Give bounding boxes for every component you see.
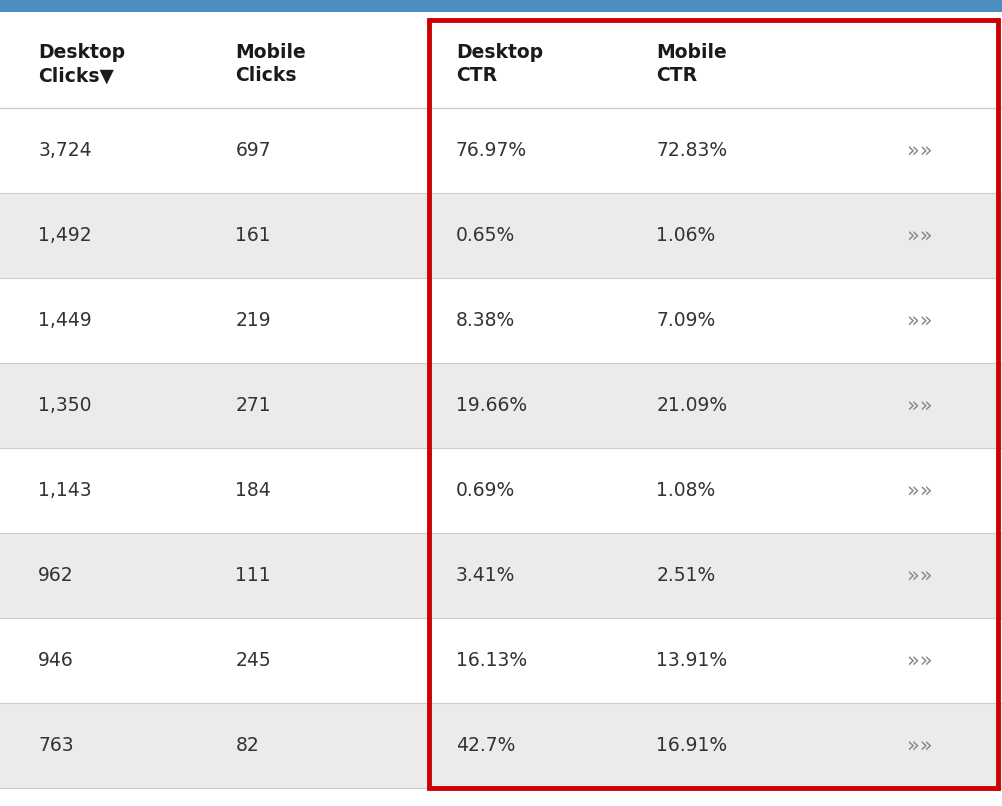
Text: 763: 763 <box>38 736 74 755</box>
Bar <box>0 363 1002 448</box>
Text: »»: »» <box>907 226 932 246</box>
Text: 0.69%: 0.69% <box>456 481 515 500</box>
Text: 962: 962 <box>38 566 74 585</box>
Text: 13.91%: 13.91% <box>656 651 727 670</box>
Text: 76.97%: 76.97% <box>456 141 527 160</box>
Text: 245: 245 <box>235 651 272 670</box>
Bar <box>0 533 1002 618</box>
Bar <box>0 703 1002 788</box>
Text: 271: 271 <box>235 396 272 415</box>
Text: »»: »» <box>907 650 932 671</box>
Text: 3.41%: 3.41% <box>456 566 515 585</box>
Bar <box>0 448 1002 533</box>
Text: 7.09%: 7.09% <box>656 311 715 330</box>
Bar <box>0 618 1002 703</box>
Text: 161: 161 <box>235 226 272 245</box>
Text: 16.13%: 16.13% <box>456 651 527 670</box>
Text: »»: »» <box>907 480 932 501</box>
Text: 1,143: 1,143 <box>38 481 92 500</box>
Text: 1,449: 1,449 <box>38 311 92 330</box>
Text: 1.06%: 1.06% <box>656 226 715 245</box>
Text: Mobile
Clicks: Mobile Clicks <box>235 43 307 85</box>
Text: »»: »» <box>907 310 932 330</box>
Text: 0.65%: 0.65% <box>456 226 515 245</box>
Text: »»: »» <box>907 566 932 585</box>
Text: 1,350: 1,350 <box>38 396 91 415</box>
Text: Mobile
CTR: Mobile CTR <box>656 43 727 85</box>
Text: 42.7%: 42.7% <box>456 736 515 755</box>
Text: 16.91%: 16.91% <box>656 736 727 755</box>
Text: Desktop
Clicks▼: Desktop Clicks▼ <box>38 43 125 85</box>
Text: 1.08%: 1.08% <box>656 481 715 500</box>
Text: 72.83%: 72.83% <box>656 141 727 160</box>
Text: 21.09%: 21.09% <box>656 396 727 415</box>
Text: 8.38%: 8.38% <box>456 311 515 330</box>
Text: »»: »» <box>907 396 932 416</box>
Text: 111: 111 <box>235 566 272 585</box>
Text: 19.66%: 19.66% <box>456 396 527 415</box>
Text: 946: 946 <box>38 651 74 670</box>
Bar <box>0 193 1002 278</box>
Bar <box>0 108 1002 193</box>
Bar <box>0 278 1002 363</box>
Text: »»: »» <box>907 140 932 160</box>
Text: 3,724: 3,724 <box>38 141 92 160</box>
Text: 219: 219 <box>235 311 272 330</box>
Bar <box>0 0 1002 12</box>
Text: 82: 82 <box>235 736 260 755</box>
Text: 184: 184 <box>235 481 272 500</box>
Text: Desktop
CTR: Desktop CTR <box>456 43 543 85</box>
Bar <box>0 20 1002 108</box>
Text: 697: 697 <box>235 141 272 160</box>
Bar <box>429 20 998 788</box>
Text: 1,492: 1,492 <box>38 226 92 245</box>
Text: 2.51%: 2.51% <box>656 566 715 585</box>
Text: »»: »» <box>907 736 932 755</box>
